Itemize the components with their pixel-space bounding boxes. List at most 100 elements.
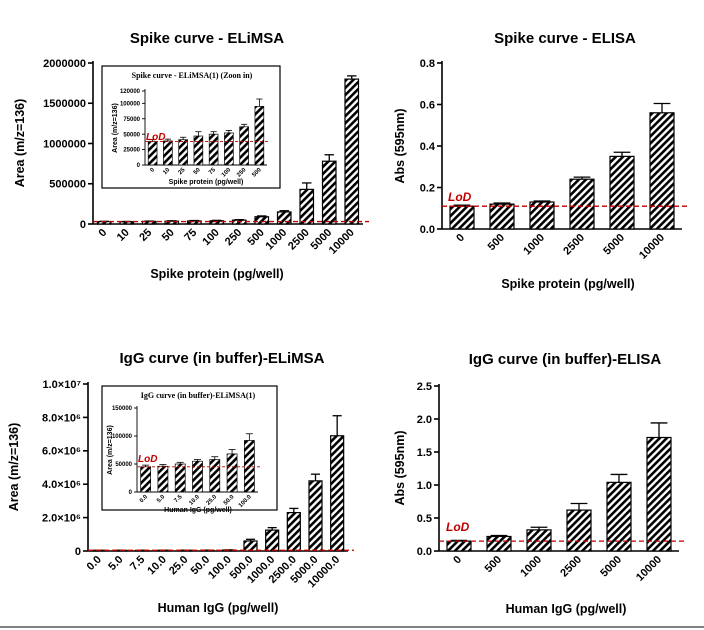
spike-elisa-bar bbox=[609, 155, 635, 230]
spike-elimsa-chart: Spike curve - ELiMSA05000001000000150000… bbox=[13, 30, 369, 281]
igg-elimsa-bar bbox=[330, 435, 345, 552]
igg-elisa-bar bbox=[446, 540, 472, 552]
igg-elimsa-x-tick-label: 10.0 bbox=[145, 554, 169, 578]
spike-elisa-y-tick-label: 0.8 bbox=[420, 58, 435, 70]
spike-elimsa-inset-x-tick-label: 10 bbox=[162, 167, 171, 176]
spike-elimsa-inset-title: Spike curve - ELiMSA(1) (Zoon in) bbox=[132, 71, 253, 80]
igg-elimsa-y-tick-label: 6.0×10⁶ bbox=[42, 446, 81, 458]
igg-elimsa-inset-y-tick-label: 100000 bbox=[112, 434, 133, 440]
igg-elimsa-y-tick-label: 0 bbox=[75, 546, 81, 558]
spike-elimsa-inset-x-tick-label: 50 bbox=[193, 167, 202, 176]
igg-elimsa-x-axis-label: Human IgG (pg/well) bbox=[158, 601, 279, 615]
spike-elimsa-bar bbox=[344, 78, 360, 225]
spike-elisa-title: Spike curve - ELISA bbox=[494, 30, 636, 47]
igg-elisa-plot: IgG curve (in buffer)-ELISA 0.0 0.5 1.0 1.5 2… bbox=[393, 351, 685, 616]
igg-elimsa-bar bbox=[286, 511, 301, 552]
igg-elimsa-inset-bar bbox=[140, 466, 152, 493]
spike-elimsa-inset-y-tick-label: 0 bbox=[137, 163, 141, 169]
spike-elimsa-inset-bar bbox=[163, 140, 173, 166]
spike-elisa-plot: Spike curve - ELISA 0.0 0.2 0.4 0.6 0.8 0 500 10… bbox=[393, 30, 688, 291]
igg-elisa-x-axis-label: Human IgG (pg/well) bbox=[506, 602, 627, 616]
igg-elimsa-inset-bar bbox=[243, 440, 255, 493]
spike-elimsa-inset-x-tick-label: 25 bbox=[178, 167, 187, 176]
spike-elimsa-x-tick-label: 0 bbox=[97, 227, 110, 240]
igg-elisa-x-tick-label: 2500 bbox=[558, 554, 584, 580]
spike-elimsa-y-tick-label: 0 bbox=[80, 219, 86, 231]
spike-elimsa-bar bbox=[321, 160, 337, 225]
spike-elimsa-x-tick-label: 25 bbox=[137, 227, 154, 244]
spike-elisa-x-axis-label: Spike protein (pg/well) bbox=[501, 277, 634, 291]
igg-elisa-y-tick-label: 2.5 bbox=[417, 381, 432, 393]
spike-elimsa-x-tick-label: 10000 bbox=[327, 227, 357, 257]
spike-elimsa-inset-x-axis-label: Spike protein (pg/well) bbox=[169, 179, 244, 186]
igg-elimsa-inset-bar bbox=[157, 465, 169, 493]
spike-elimsa-inset-frame bbox=[101, 65, 281, 189]
spike-elisa-lod-label: LoD bbox=[448, 190, 472, 204]
igg-elimsa-title: IgG curve (in buffer)-ELiMSA bbox=[119, 350, 324, 367]
spike-elimsa-x-tick-label: 10 bbox=[115, 227, 132, 244]
igg-elimsa-y-tick-label: 4.0×10⁶ bbox=[42, 479, 81, 491]
igg-elimsa-inset-y-tick-label: 50000 bbox=[115, 462, 132, 468]
spike-elimsa-x-axis-label: Spike protein (pg/well) bbox=[150, 267, 283, 281]
igg-elisa-x-tick-label: 10000 bbox=[634, 554, 664, 584]
igg-elimsa-inset-x-tick-label: 5.0 bbox=[156, 494, 167, 505]
igg-elimsa-chart: IgG curve (in buffer)-ELiMSA 0 2.0×10⁶ 4.0×… bbox=[7, 350, 354, 615]
igg-elisa-x-tick-label: 1000 bbox=[518, 554, 544, 580]
spike-elimsa-x-tick-label: 1000 bbox=[264, 227, 290, 253]
spike-elisa-y-tick-label: 0.6 bbox=[420, 99, 435, 111]
igg-elisa-x-tick-label: 500 bbox=[483, 554, 504, 575]
igg-elisa-bar bbox=[646, 436, 672, 552]
igg-elimsa-y-tick-label: 8.0×10⁶ bbox=[42, 412, 81, 424]
spike-elimsa-inset-x-tick-label: 250 bbox=[236, 167, 248, 179]
spike-elimsa-inset-y-tick-label: 75000 bbox=[123, 117, 140, 123]
igg-elimsa-x-tick-label: 0.0 bbox=[85, 554, 104, 573]
spike-elimsa-inset-bar bbox=[178, 139, 188, 166]
igg-elimsa-inset-x-tick-label: 7.5 bbox=[173, 494, 184, 505]
spike-elimsa-y-tick-label: 500000 bbox=[49, 179, 86, 191]
igg-elimsa-inset-lod-label: LoD bbox=[138, 454, 157, 465]
spike-elisa-y-axis-label: Abs (595nm) bbox=[393, 108, 407, 183]
igg-elimsa-inset-y-tick-label: 150000 bbox=[112, 406, 133, 412]
igg-elisa-bar bbox=[526, 529, 552, 552]
spike-elimsa-x-tick-label: 50 bbox=[160, 227, 177, 244]
spike-elisa-y-tick-label: 0.2 bbox=[420, 182, 435, 194]
spike-elisa-bar bbox=[489, 203, 515, 230]
igg-elimsa-y-axis-label: Area (m/z=136) bbox=[7, 423, 21, 512]
igg-elisa-title: IgG curve (in buffer)-ELISA bbox=[469, 351, 662, 368]
spike-elimsa-inset-y-tick-label: 50000 bbox=[123, 132, 140, 138]
spike-elimsa-inset-lod-label: LoD bbox=[146, 132, 165, 143]
spike-elimsa-inset-bar bbox=[208, 133, 219, 166]
spike-elisa-x-tick-label: 0 bbox=[454, 232, 467, 245]
igg-elimsa-y-tick-label: 2.0×10⁶ bbox=[42, 512, 81, 524]
spike-elisa-x-tick-label: 5000 bbox=[601, 232, 627, 258]
igg-elimsa-plot: IgG curve (in buffer)-ELiMSA 0 2.0×10⁶ 4.0×… bbox=[7, 350, 354, 615]
spike-elimsa-bar bbox=[299, 188, 315, 225]
spike-elimsa-x-tick-label: 100 bbox=[200, 227, 221, 248]
spike-elimsa-bar bbox=[254, 216, 270, 225]
spike-elimsa-inset-y-tick-label: 100000 bbox=[120, 101, 141, 107]
igg-elisa-x-tick-label: 0 bbox=[451, 554, 464, 567]
spike-elimsa-x-tick-label: 75 bbox=[182, 227, 199, 244]
igg-elisa-y-tick-label: 1.5 bbox=[417, 447, 432, 459]
igg-elisa-y-axis-label: Abs (595nm) bbox=[393, 430, 407, 505]
igg-elisa-x-tick-label: 5000 bbox=[598, 554, 624, 580]
igg-elimsa-inset-x-tick-label: 0.0 bbox=[139, 494, 150, 505]
igg-elisa-y-tick-label: 0.0 bbox=[417, 546, 432, 558]
spike-elisa-x-tick-label: 1000 bbox=[521, 232, 547, 258]
spike-elimsa-y-tick-label: 2000000 bbox=[43, 58, 86, 70]
igg-elimsa-bar bbox=[243, 540, 258, 552]
spike-elimsa-inset-y-axis-label: Area (m/z=136) bbox=[112, 103, 119, 153]
spike-elimsa-inset-bar bbox=[147, 141, 158, 166]
spike-elimsa-x-tick-label: 2500 bbox=[286, 227, 312, 253]
igg-elimsa-inset-title: IgG curve (in buffer)-ELiMSA(1) bbox=[141, 391, 256, 400]
spike-elisa-x-tick-label: 500 bbox=[486, 232, 507, 253]
igg-elimsa-x-tick-label: 25.0 bbox=[167, 554, 191, 578]
igg-elimsa-y-tick-label: 1.0×10⁷ bbox=[43, 379, 82, 391]
igg-elisa-bar bbox=[606, 481, 632, 552]
igg-elimsa-x-tick-label: 5.0 bbox=[106, 554, 125, 573]
spike-elisa-bar bbox=[649, 112, 675, 230]
igg-elisa-y-tick-label: 0.5 bbox=[417, 513, 432, 525]
spike-elimsa-x-tick-label: 250 bbox=[223, 227, 244, 248]
igg-elisa-bar bbox=[486, 535, 512, 552]
spike-elimsa-y-tick-label: 1500000 bbox=[43, 98, 86, 110]
